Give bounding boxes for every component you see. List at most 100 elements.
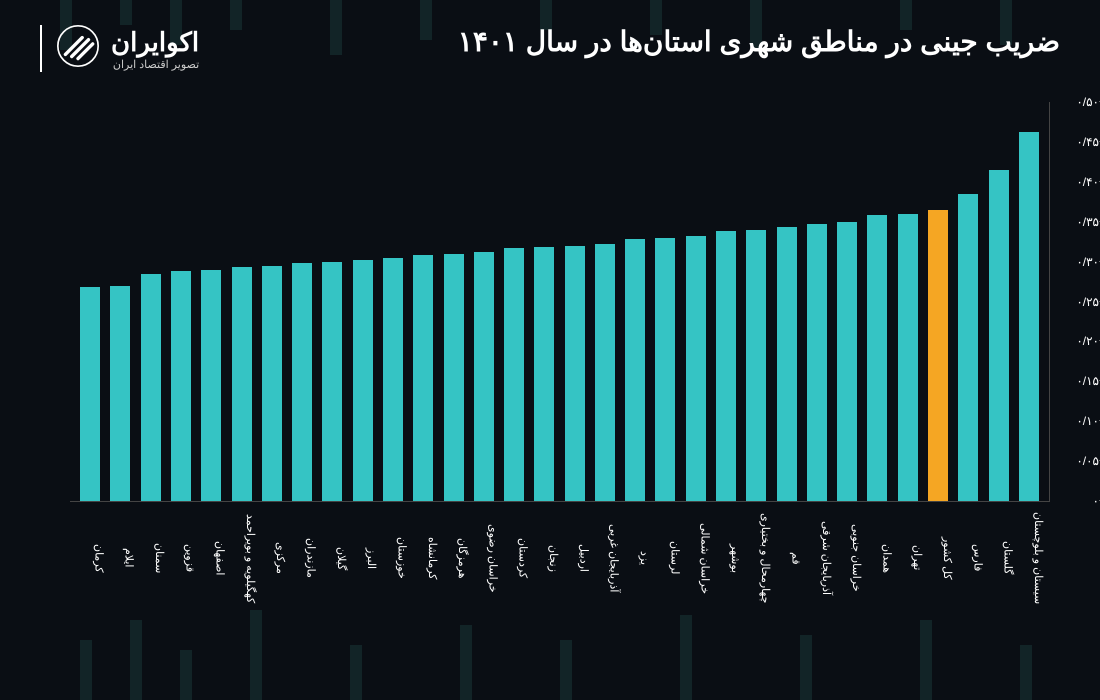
bar-wrap bbox=[771, 102, 801, 501]
x-label: کل کشور bbox=[924, 507, 954, 604]
logo-icon bbox=[57, 25, 99, 72]
bar-wrap bbox=[893, 102, 923, 501]
bar-wrap bbox=[681, 102, 711, 501]
bar bbox=[989, 170, 1009, 501]
x-label: قزوین bbox=[166, 507, 196, 604]
bar-wrap bbox=[196, 102, 226, 501]
bar bbox=[353, 260, 373, 501]
bar-wrap bbox=[953, 102, 983, 501]
bar bbox=[867, 215, 887, 501]
x-label: خوزستان bbox=[378, 507, 408, 604]
y-tick-label: ۰/۳۰ bbox=[1054, 255, 1099, 269]
bar bbox=[504, 248, 524, 501]
logo-name: اکوایران bbox=[111, 27, 199, 58]
x-label: یزد bbox=[621, 507, 651, 604]
bar bbox=[716, 231, 736, 501]
x-label: لرستان bbox=[651, 507, 681, 604]
x-label: خراسان شمالی bbox=[681, 507, 711, 604]
chart-plot: ۰۰/۰۵۰/۱۰۰/۱۵۰/۲۰۰/۲۵۰/۳۰۰/۳۵۰/۴۰۰/۴۵۰/۵… bbox=[70, 102, 1050, 502]
bar bbox=[141, 274, 161, 501]
y-tick-label: ۰/۱۵ bbox=[1054, 374, 1099, 388]
bar-wrap bbox=[741, 102, 771, 501]
x-label: همدان bbox=[863, 507, 893, 604]
chart-area: ۰۰/۰۵۰/۱۰۰/۱۵۰/۲۰۰/۲۵۰/۳۰۰/۳۵۰/۴۰۰/۴۵۰/۵… bbox=[70, 102, 1050, 642]
bars-container bbox=[70, 102, 1049, 501]
bar-wrap bbox=[257, 102, 287, 501]
bar bbox=[837, 222, 857, 501]
bar-wrap bbox=[711, 102, 741, 501]
bar-wrap bbox=[226, 102, 256, 501]
x-label: کهگیلویه و بویراحمد bbox=[227, 507, 257, 604]
bar bbox=[110, 286, 130, 501]
bar bbox=[686, 236, 706, 501]
x-label: کرمانشاه bbox=[408, 507, 438, 604]
x-label: مرکزی bbox=[257, 507, 287, 604]
bar bbox=[958, 194, 978, 501]
x-label: اردبیل bbox=[560, 507, 590, 604]
logo-tagline: تصویر اقتصاد ایران bbox=[111, 58, 199, 71]
bar-wrap bbox=[862, 102, 892, 501]
x-label: خراسان جنوبی bbox=[833, 507, 863, 604]
y-tick-label: ۰ bbox=[1054, 494, 1099, 508]
x-label: بوشهر bbox=[712, 507, 742, 604]
bar bbox=[1019, 132, 1039, 501]
bar-wrap bbox=[650, 102, 680, 501]
bar bbox=[746, 230, 766, 501]
x-label: زنجان bbox=[530, 507, 560, 604]
bar bbox=[807, 224, 827, 501]
bar-wrap bbox=[560, 102, 590, 501]
bar bbox=[898, 214, 918, 501]
y-tick-label: ۰/۴۵ bbox=[1054, 135, 1099, 149]
header: ضریب جینی در مناطق شهری استان‌ها در سال … bbox=[0, 0, 1100, 82]
x-label: فارس bbox=[954, 507, 984, 604]
bar-wrap bbox=[529, 102, 559, 501]
bar-wrap bbox=[287, 102, 317, 501]
logo-text: اکوایران تصویر اقتصاد ایران bbox=[111, 27, 199, 71]
bar-wrap bbox=[590, 102, 620, 501]
bar bbox=[262, 266, 282, 501]
y-tick-label: ۰/۲۰ bbox=[1054, 334, 1099, 348]
x-label: سیستان و بلوچستان bbox=[1015, 507, 1045, 604]
bar-wrap bbox=[802, 102, 832, 501]
bar bbox=[534, 247, 554, 501]
bar bbox=[413, 255, 433, 501]
bar bbox=[595, 244, 615, 501]
chart-title: ضریب جینی در مناطق شهری استان‌ها در سال … bbox=[458, 25, 1060, 58]
x-label: آذربایجان شرقی bbox=[803, 507, 833, 604]
bar-wrap bbox=[378, 102, 408, 501]
x-label: کردستان bbox=[499, 507, 529, 604]
bar bbox=[201, 270, 221, 501]
x-label: ایلام bbox=[105, 507, 135, 604]
bar-highlight bbox=[928, 210, 948, 501]
y-axis: ۰۰/۰۵۰/۱۰۰/۱۵۰/۲۰۰/۲۵۰/۳۰۰/۳۵۰/۴۰۰/۴۵۰/۵… bbox=[1054, 102, 1099, 501]
bar bbox=[655, 238, 675, 501]
bar-wrap bbox=[499, 102, 529, 501]
bar bbox=[777, 227, 797, 501]
bar-wrap bbox=[923, 102, 953, 501]
x-label: چهارمحال و بختیاری bbox=[742, 507, 772, 604]
logo-block: اکوایران تصویر اقتصاد ایران bbox=[40, 25, 199, 72]
bar-wrap bbox=[136, 102, 166, 501]
bar bbox=[565, 246, 585, 501]
bar-wrap bbox=[166, 102, 196, 501]
y-tick-label: ۰/۰۵ bbox=[1054, 454, 1099, 468]
x-label: اصفهان bbox=[196, 507, 226, 604]
bar bbox=[383, 258, 403, 501]
y-tick-label: ۰/۴۰ bbox=[1054, 175, 1099, 189]
bar-wrap bbox=[983, 102, 1013, 501]
bar bbox=[80, 287, 100, 501]
bar-wrap bbox=[105, 102, 135, 501]
bar-wrap bbox=[1014, 102, 1044, 501]
y-tick-label: ۰/۵۰ bbox=[1054, 95, 1099, 109]
bar bbox=[232, 267, 252, 501]
x-label: خراسان رضوی bbox=[469, 507, 499, 604]
x-label: مازندران bbox=[287, 507, 317, 604]
x-label: کرمان bbox=[75, 507, 105, 604]
x-label: سمنان bbox=[136, 507, 166, 604]
bar bbox=[322, 262, 342, 501]
x-label: آذربایجان غربی bbox=[590, 507, 620, 604]
bar-wrap bbox=[832, 102, 862, 501]
x-label: البرز bbox=[348, 507, 378, 604]
x-label: تهران bbox=[893, 507, 923, 604]
bar-wrap bbox=[348, 102, 378, 501]
